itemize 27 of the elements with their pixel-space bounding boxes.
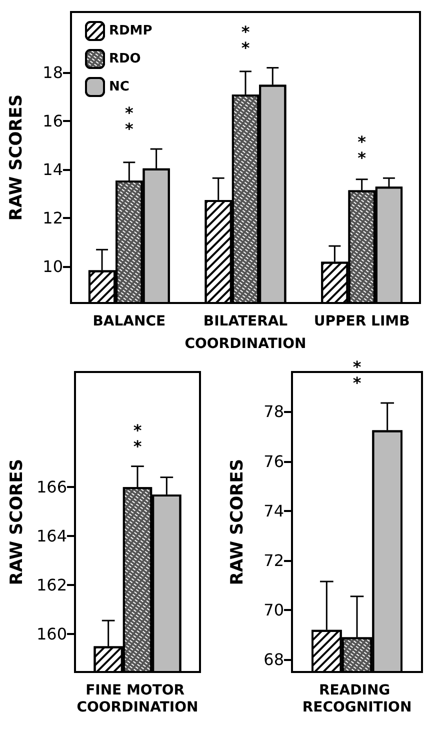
y-tick-label: 162 — [36, 576, 67, 595]
y-tick-label: 72 — [264, 550, 284, 570]
y-tick-label: 76 — [264, 452, 284, 471]
y-axis-title: RAW SCORES — [6, 94, 26, 221]
y-tick-label: 12 — [42, 208, 63, 228]
y-tick-label: 164 — [36, 526, 67, 546]
legend-label: RDO — [109, 52, 141, 66]
y-axis-title: RAW SCORES — [7, 458, 28, 586]
legend-label: RDMP — [109, 24, 152, 38]
x-tick-label: UPPER LIMB — [314, 314, 410, 330]
x-tick-label: BILATERAL — [203, 314, 288, 330]
x-tick-label: READING RECOGNITION — [302, 682, 412, 716]
y-tick-label: 68 — [264, 650, 284, 670]
y-tick-label: 160 — [36, 624, 67, 644]
y-tick-label: 70 — [264, 600, 284, 620]
y-tick-label: 166 — [36, 478, 67, 497]
y-tick-label: 16 — [42, 112, 63, 131]
y-tick-label: 78 — [264, 402, 284, 422]
y-axis-title: RAW SCORES — [228, 458, 248, 586]
y-tick-label: 18 — [42, 63, 63, 82]
x-axis-title: COORDINATION — [184, 336, 306, 352]
y-tick-label: 74 — [264, 501, 284, 520]
x-tick-label: BALANCE — [92, 314, 166, 330]
legend-label: NC — [109, 80, 130, 94]
y-tick-label: 14 — [42, 160, 63, 180]
x-tick-label: FINE MOTOR COORDINATION — [76, 682, 198, 716]
y-tick-label: 10 — [42, 257, 63, 276]
